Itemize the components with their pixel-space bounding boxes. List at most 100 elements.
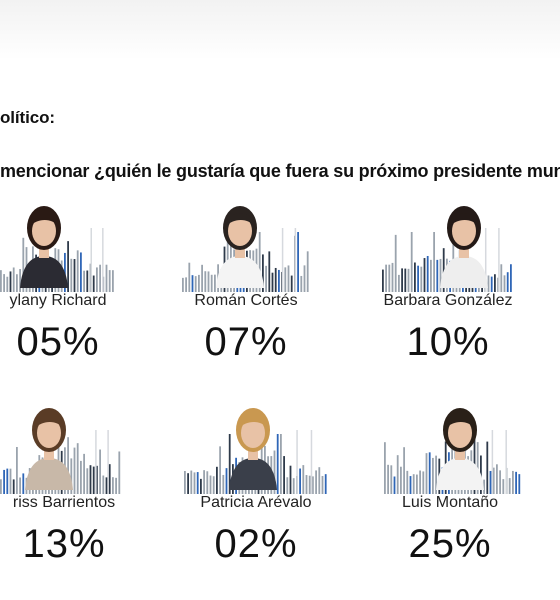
candidate-graphic <box>182 198 310 292</box>
equalizer-bar <box>262 254 264 292</box>
equalizer-accent-line <box>294 228 297 292</box>
equalizer-bar <box>420 266 423 292</box>
equalizer-bar <box>209 475 212 494</box>
equalizer-bar <box>283 456 285 494</box>
equalizer-bar <box>410 232 413 292</box>
equalizer-bar <box>382 269 384 292</box>
equalizer-bar <box>76 250 79 292</box>
equalizer-bar <box>76 443 79 494</box>
equalizer-bar <box>299 468 301 494</box>
equalizer-bar <box>407 268 410 292</box>
equalizer-bar <box>425 453 428 494</box>
equalizer-bar <box>305 475 308 494</box>
candidate-card: Román Cortés 07% <box>146 198 346 368</box>
equalizer-bar <box>385 264 387 292</box>
section-heading: olítico: <box>0 108 55 127</box>
equalizer-bar <box>321 475 324 494</box>
candidate-graphic <box>0 198 116 292</box>
equalizer-bar <box>400 466 402 494</box>
equalizer-bar <box>426 255 429 292</box>
equalizer-bar <box>193 472 196 494</box>
equalizer-bar <box>12 479 15 494</box>
equalizer-bar <box>417 265 419 292</box>
equalizer-bar <box>16 446 18 494</box>
equalizer-accent-line <box>281 228 284 292</box>
equalizer-bar <box>391 262 394 292</box>
equalizer-bar <box>318 467 321 494</box>
photo-shoulders <box>439 256 488 288</box>
equalizer-bar <box>497 277 499 292</box>
equalizer-bar <box>86 468 89 494</box>
equalizer-bar <box>419 470 421 494</box>
equalizer-bar <box>430 259 432 292</box>
equalizer-bar <box>201 264 203 292</box>
equalizer-bar <box>384 442 386 494</box>
equalizer-bar <box>436 259 439 292</box>
equalizer-bar <box>483 479 485 494</box>
candidate-photo <box>20 206 69 288</box>
equalizer-bar <box>228 434 231 494</box>
candidate-name: Román Cortés <box>194 292 298 309</box>
equalizer-bar <box>518 474 521 494</box>
equalizer-bar <box>207 271 210 292</box>
equalizer-bar <box>105 264 108 292</box>
candidate-name: ylany Richard <box>9 292 107 309</box>
equalizer-bar <box>268 251 271 292</box>
equalizer-bar <box>12 267 15 292</box>
equalizer-bar <box>302 465 305 494</box>
equalizer-bar <box>312 476 314 494</box>
equalizer-bar <box>108 270 111 292</box>
equalizer-bar <box>506 272 509 292</box>
candidate-photo <box>435 408 484 490</box>
equalizer-bar <box>3 274 5 292</box>
equalizer-bar <box>324 474 327 494</box>
photo-face <box>241 418 266 448</box>
candidate-photo <box>24 408 73 490</box>
equalizer-bar <box>92 466 95 494</box>
candidate-photo <box>215 206 264 288</box>
top-background <box>0 0 560 60</box>
photo-shoulders <box>215 256 264 288</box>
equalizer-bar <box>83 453 85 494</box>
photo-shoulders <box>20 256 69 288</box>
equalizer-bar <box>508 478 511 494</box>
equalizer-bar <box>258 232 261 292</box>
candidate-photo <box>439 206 488 288</box>
equalizer-bar <box>284 267 287 292</box>
equalizer-bar <box>406 470 409 494</box>
equalizer-bar <box>86 270 89 292</box>
equalizer-bar <box>3 469 5 494</box>
equalizer-bar <box>187 473 189 494</box>
photo-face <box>32 216 57 246</box>
equalizer-bar <box>198 274 200 292</box>
equalizer-bar <box>496 464 498 494</box>
equalizer-bar <box>214 274 216 292</box>
survey-question: mencionar ¿quién le gustaría que fuera s… <box>0 161 560 181</box>
candidate-card: Patricia Arévalo 02% <box>156 400 356 570</box>
equalizer-bar <box>432 457 434 494</box>
equalizer-bar <box>486 441 489 494</box>
equalizer-accent-line <box>102 228 104 292</box>
equalizer-accent-line <box>90 228 92 292</box>
equalizer-accent-line <box>310 430 313 494</box>
candidate-card: Luis Montaño 25% <box>350 400 550 570</box>
equalizer-bar <box>276 434 279 494</box>
equalizer-bar <box>99 264 101 292</box>
equalizer-bar <box>70 458 73 494</box>
equalizer-bar <box>398 274 400 292</box>
equalizer-bar <box>439 258 442 292</box>
equalizer-bar <box>102 475 105 494</box>
candidate-card: ylany Richard 05% <box>0 198 158 368</box>
equalizer-bar <box>265 265 267 292</box>
equalizer-bar <box>287 265 290 292</box>
equalizer-bar <box>225 468 228 494</box>
equalizer-bar <box>22 473 25 494</box>
candidate-percent: 10% <box>406 320 490 364</box>
equalizer-bar <box>190 470 193 494</box>
equalizer-bars <box>184 430 327 494</box>
equalizer-bar <box>96 267 98 292</box>
equalizer-bar <box>196 472 199 494</box>
equalizer-bar <box>115 477 117 494</box>
equalizer-bar <box>70 258 73 292</box>
equalizer-accent-line <box>296 430 298 494</box>
